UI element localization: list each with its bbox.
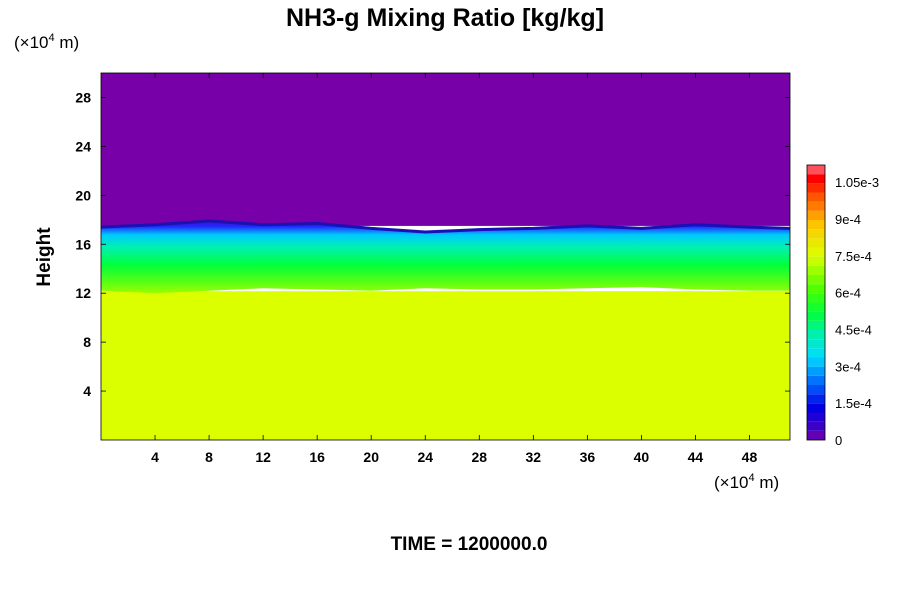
colorbar-band [807,247,825,257]
colorbar-band [807,220,825,230]
x-tick-label: 32 [526,449,542,465]
colorbar [806,164,826,441]
colorbar-band [807,302,825,312]
colorbar-band [807,385,825,395]
colorbar-band [807,375,825,385]
colorbar-tick-label: 4.5e-4 [835,323,872,338]
colorbar-tick-label: 1.05e-3 [835,175,879,190]
colorbar-tick-label: 7.5e-4 [835,249,872,264]
x-tick-label: 36 [580,449,596,465]
colorbar-tick-label: 0 [835,433,842,448]
chart-title: NH3-g Mixing Ratio [kg/kg] [286,4,604,32]
colorbar-band [807,183,825,193]
x-tick-label: 8 [205,449,213,465]
colorbar-band [807,357,825,367]
colorbar-band [807,339,825,349]
plot-area [101,73,790,440]
colorbar-band [807,311,825,321]
y-tick-label: 24 [75,138,91,154]
x-tick-label: 48 [742,449,758,465]
x-unit-label: (×104 m) [714,472,779,492]
colorbar-frame [806,164,826,441]
colorbar-band [807,366,825,376]
x-tick-label: 16 [309,449,325,465]
colorbar-band [807,275,825,285]
plot-frame [100,72,791,441]
colorbar-band [807,348,825,358]
y-axis-label: Height [34,227,55,287]
colorbar-band [807,229,825,239]
x-tick-label: 40 [634,449,650,465]
y-tick-label: 28 [75,89,91,105]
colorbar-band [807,330,825,340]
colorbar-band [807,238,825,248]
region-mixed-layer [101,221,790,294]
colorbar-band [807,284,825,294]
colorbar-band [807,403,825,413]
colorbar-tick-label: 9e-4 [835,212,861,227]
region-lower [101,291,790,440]
y-axis: 4 8 12 16 20 24 28 [75,89,790,399]
colorbar-tick-label: 1.5e-4 [835,396,872,411]
y-tick-label: 8 [83,334,91,350]
colorbar-tick-label: 6e-4 [835,286,861,301]
colorbar-tick-label: 3e-4 [835,359,861,374]
x-axis: 4 8 12 16 20 24 28 32 36 40 44 48 [151,73,757,465]
x-tick-label: 44 [688,449,704,465]
colorbar-band [807,256,825,266]
colorbar-band [807,412,825,422]
colorbar-band [807,394,825,404]
colorbar-band [807,293,825,303]
colorbar-band [807,421,825,431]
colorbar-band [807,165,825,175]
x-tick-label: 4 [151,449,159,465]
colorbar-band [807,265,825,275]
colorbar-band [807,174,825,184]
colorbar-band [807,192,825,202]
y-tick-label: 20 [75,187,91,203]
time-label: TIME = 1200000.0 [391,534,548,555]
y-tick-label: 4 [83,383,91,399]
colorbar-band [807,430,825,440]
region-upper [101,73,790,226]
colorbar-band [807,320,825,330]
y-unit-label: (×104 m) [14,32,79,52]
y-tick-label: 16 [75,236,91,252]
x-tick-label: 24 [417,449,433,465]
x-tick-label: 28 [471,449,487,465]
colorbar-band [807,201,825,211]
interface-line [101,219,790,234]
colorbar-ticks: 0 1.5e-4 3e-4 4.5e-4 6e-4 7.5e-4 9e-4 1.05e-3 [835,175,879,448]
colorbar-band [807,210,825,220]
x-tick-label: 20 [363,449,379,465]
x-tick-label: 12 [255,449,271,465]
y-tick-label: 12 [75,285,91,301]
